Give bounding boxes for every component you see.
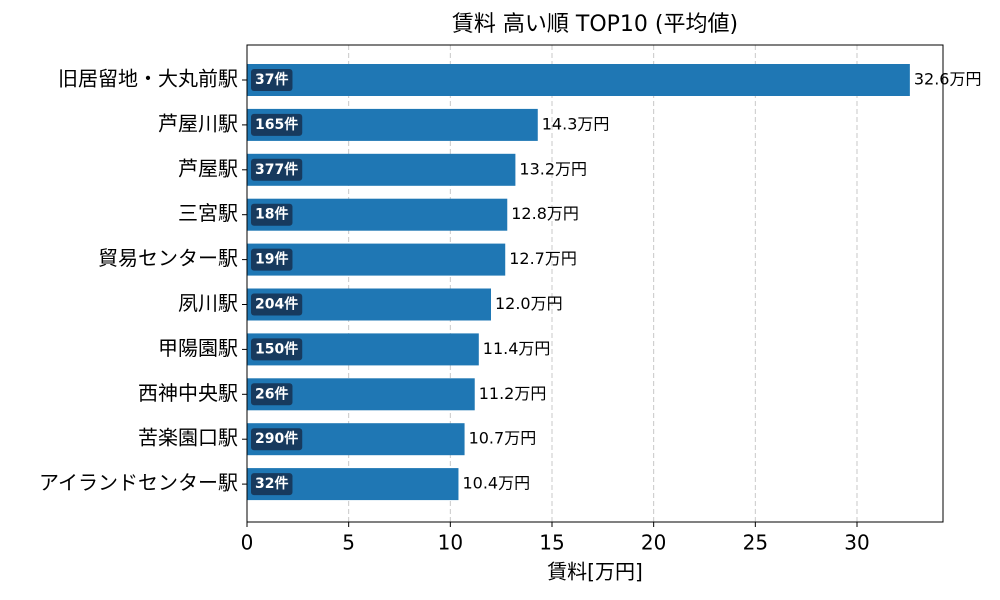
x-tick-label: 20	[641, 531, 666, 555]
chart-title: 賃料 高い順 TOP10 (平均値)	[452, 12, 738, 37]
y-tick-label: アイランドセンター駅	[39, 471, 238, 495]
count-label: 377件	[255, 161, 298, 178]
x-tick-label: 25	[743, 531, 768, 555]
value-label: 11.4万円	[483, 339, 551, 358]
count-label: 18件	[255, 206, 288, 223]
value-label: 12.0万円	[495, 294, 563, 313]
count-label: 150件	[255, 340, 298, 357]
y-tick-label: 三宮駅	[178, 201, 238, 225]
plot-frame	[246, 44, 944, 523]
count-label-box	[251, 338, 303, 361]
count-label-box	[251, 203, 293, 226]
value-label: 12.8万円	[511, 204, 579, 223]
y-tick-label: 旧居留地・大丸前駅	[58, 67, 238, 91]
count-label-box	[251, 248, 293, 271]
count-label-box	[251, 293, 303, 316]
x-tick-label: 30	[844, 531, 869, 555]
x-axis-label: 賃料[万円]	[547, 560, 643, 584]
count-label-box	[251, 113, 303, 136]
x-tick-label: 5	[342, 531, 355, 555]
y-tick-label: 貿易センター駅	[98, 246, 238, 270]
count-label-box	[251, 428, 303, 451]
count-label-box	[251, 69, 293, 91]
x-tick-label: 10	[438, 531, 463, 555]
count-label: 165件	[255, 116, 298, 133]
y-tick-label: 芦屋駅	[178, 156, 238, 180]
value-label: 32.6万円	[914, 70, 982, 89]
y-tick-label: 苦楽園口駅	[138, 426, 238, 450]
count-label-box	[251, 383, 293, 406]
x-tick-label: 0	[241, 531, 254, 555]
y-tick-label: 芦屋川駅	[158, 111, 238, 135]
y-tick-label: 甲陽園駅	[158, 336, 238, 360]
value-label: 13.2万円	[519, 159, 587, 178]
value-label: 10.7万円	[469, 429, 537, 448]
bar	[247, 64, 910, 96]
count-label: 204件	[255, 296, 298, 313]
count-label: 26件	[255, 385, 288, 402]
x-tick-label: 15	[539, 531, 564, 555]
count-label-box	[251, 158, 303, 181]
count-label-box	[251, 473, 293, 496]
y-tick-label: 西神中央駅	[138, 381, 238, 405]
count-label: 37件	[255, 71, 288, 88]
value-label: 12.7万円	[509, 249, 577, 268]
value-label: 10.4万円	[462, 474, 530, 493]
count-label: 19件	[255, 251, 288, 268]
value-label: 11.2万円	[479, 384, 547, 403]
value-label: 14.3万円	[542, 114, 610, 133]
count-label: 32件	[255, 475, 288, 492]
y-tick-label: 夙川駅	[178, 291, 238, 315]
count-label: 290件	[255, 430, 298, 447]
